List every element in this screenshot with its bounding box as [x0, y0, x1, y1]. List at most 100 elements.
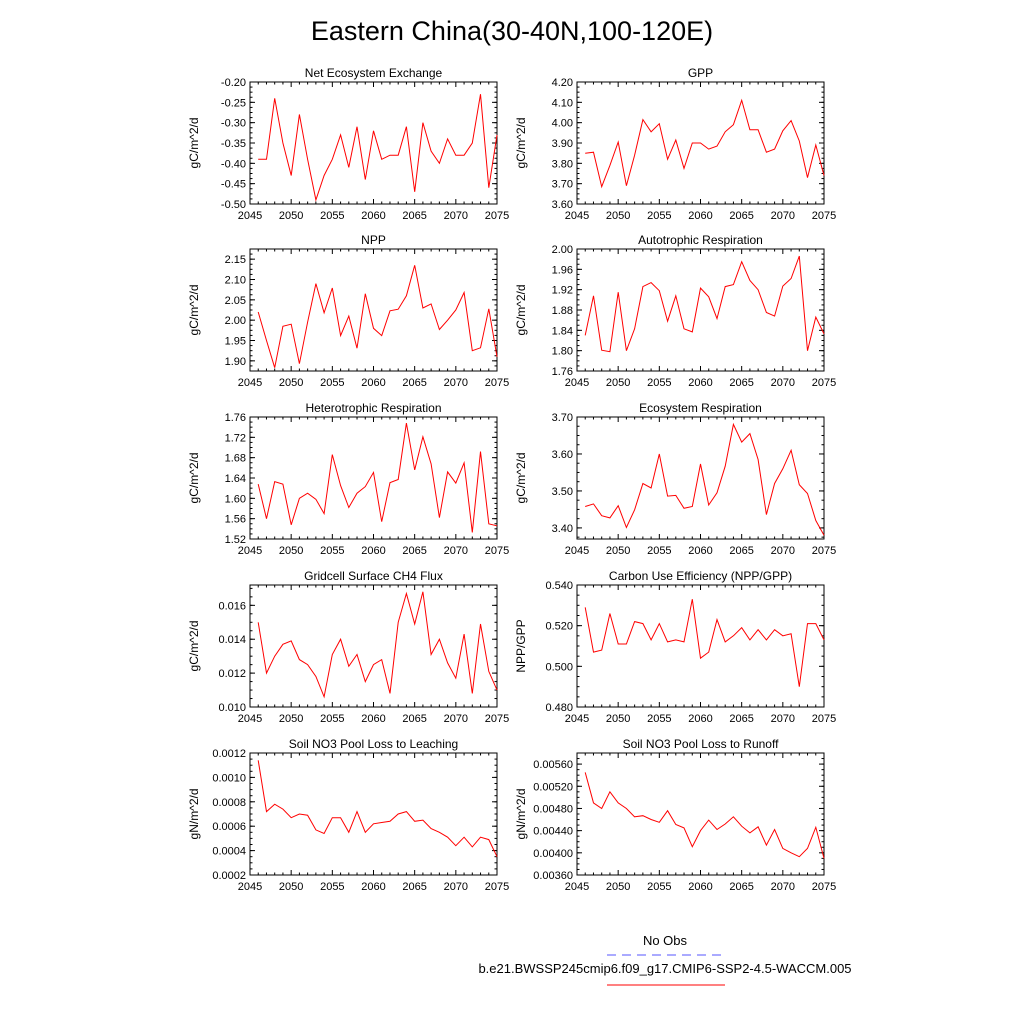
- chart-4-xtick-label: 2060: [361, 545, 385, 557]
- chart-0-ytick-label: -0.35: [221, 138, 246, 150]
- chart-7-xtick-label: 2055: [647, 713, 671, 725]
- chart-3-ytick-label: 2.00: [552, 244, 573, 256]
- chart-5-xtick-label: 2070: [771, 545, 795, 557]
- chart-4-xtick-label: 2075: [485, 545, 509, 557]
- chart-7-xtick-label: 2070: [771, 713, 795, 725]
- chart-7-ytick-label: 0.540: [545, 580, 573, 592]
- chart-2-ytick-label: 2.10: [225, 275, 246, 287]
- chart-1-ytick-label: 3.90: [552, 138, 573, 150]
- chart-5-xtick-label: 2065: [729, 545, 753, 557]
- chart-3-xtick-label: 2070: [771, 377, 795, 389]
- chart-4-ytick-label: 1.60: [225, 493, 246, 505]
- chart-8-xtick-label: 2055: [320, 881, 344, 893]
- chart-5-ytick-label: 3.70: [552, 412, 573, 424]
- chart-6-xtick-label: 2055: [320, 713, 344, 725]
- chart-3-xtick-label: 2055: [647, 377, 671, 389]
- chart-9-ytick-label: 0.00480: [533, 803, 573, 815]
- chart-2-ylabel: gC/m^2/d: [187, 285, 201, 336]
- legend: No Obs b.e21.BWSSP245cmip6.f09_g17.CMIP6…: [478, 933, 852, 986]
- chart-2-frame: [249, 248, 498, 372]
- chart-2-xtick-label: 2045: [238, 377, 262, 389]
- chart-0-xtick-label: 2055: [320, 210, 344, 222]
- chart-8-xtick-label: 2065: [402, 881, 426, 893]
- chart-7-xtick-label: 2060: [688, 713, 712, 725]
- chart-9-ytick-label: 0.00400: [533, 848, 573, 860]
- chart-9-series-line: [584, 772, 825, 859]
- chart-8-xtick-label: 2045: [238, 881, 262, 893]
- chart-1-ytick-label: 4.10: [552, 97, 573, 109]
- chart-3-ytick-label: 1.96: [552, 264, 573, 276]
- chart-8-xtick-label: 2070: [444, 881, 468, 893]
- chart-5-xtick-label: 2050: [606, 545, 630, 557]
- chart-4: Heterotrophic Respiration gC/m^2/d 1.52 1.5…: [187, 401, 509, 557]
- chart-0-xtick-label: 2065: [402, 210, 426, 222]
- chart-7-xtick-label: 2075: [812, 713, 836, 725]
- chart-1-ytick-label: 4.20: [552, 77, 573, 89]
- chart-1-ylabel: gC/m^2/d: [514, 118, 528, 169]
- chart-7-xtick-label: 2050: [606, 713, 630, 725]
- chart-0-ytick-label: -0.50: [221, 199, 246, 211]
- chart-0-xtick-label: 2070: [444, 210, 468, 222]
- chart-0-frame: [249, 81, 498, 205]
- chart-6-xtick-label: 2045: [238, 713, 262, 725]
- chart-7-ytick-label: 0.480: [545, 702, 573, 714]
- chart-5-xtick-label: 2075: [812, 545, 836, 557]
- chart-6-xtick-label: 2075: [485, 713, 509, 725]
- chart-1-xtick-label: 2070: [771, 210, 795, 222]
- chart-5-xtick-label: 2060: [688, 545, 712, 557]
- chart-4-xtick-label: 2045: [238, 545, 262, 557]
- chart-2-ytick-label: 2.05: [225, 295, 246, 307]
- chart-5: Ecosystem Respiration gC/m^2/d 3.40 3.50 3.6…: [514, 401, 836, 557]
- chart-9-xtick-label: 2050: [606, 881, 630, 893]
- chart-0-xtick-label: 2045: [238, 210, 262, 222]
- chart-1-title: GPP: [688, 66, 713, 80]
- chart-8-ytick-label: 0.0002: [212, 870, 246, 882]
- chart-6-ytick-label: 0.012: [218, 668, 246, 680]
- chart-5-title: Ecosystem Respiration: [639, 401, 762, 415]
- chart-0-ytick-label: -0.25: [221, 97, 246, 109]
- chart-8-ytick-label: 0.0010: [212, 772, 246, 784]
- chart-5-ytick-label: 3.60: [552, 449, 573, 461]
- chart-8-ytick-label: 0.0012: [212, 748, 246, 760]
- chart-7: Carbon Use Efficiency (NPP/GPP) NPP/GPP 0.…: [514, 569, 836, 725]
- chart-0-title: Net Ecosystem Exchange: [305, 66, 443, 80]
- chart-4-xtick-label: 2070: [444, 545, 468, 557]
- chart-8-ytick-label: 0.0004: [212, 846, 246, 858]
- chart-7-ytick-label: 0.500: [545, 661, 573, 673]
- chart-6-ylabel: gC/m^2/d: [187, 621, 201, 672]
- chart-3-title: Autotrophic Respiration: [638, 233, 763, 247]
- chart-7-frame: [576, 584, 825, 708]
- chart-8-ytick-label: 0.0008: [212, 797, 246, 809]
- chart-8-title: Soil NO3 Pool Loss to Leaching: [289, 737, 458, 751]
- chart-0-ylabel: gC/m^2/d: [187, 118, 201, 169]
- chart-3-ylabel: gC/m^2/d: [514, 285, 528, 336]
- chart-1-xtick-label: 2075: [812, 210, 836, 222]
- chart-6-ytick-label: 0.016: [218, 600, 246, 612]
- chart-1-ytick-label: 3.80: [552, 158, 573, 170]
- chart-6-xtick-label: 2060: [361, 713, 385, 725]
- chart-1-xtick-label: 2050: [606, 210, 630, 222]
- chart-4-series-line: [257, 423, 498, 533]
- chart-9-ytick-label: 0.00360: [533, 870, 573, 882]
- chart-5-ytick-label: 3.40: [552, 523, 573, 535]
- chart-9-frame: [576, 752, 825, 876]
- chart-8-ylabel: gN/m^2/d: [187, 789, 201, 840]
- chart-9-xtick-label: 2055: [647, 881, 671, 893]
- chart-1-xtick-label: 2060: [688, 210, 712, 222]
- chart-2-xtick-label: 2055: [320, 377, 344, 389]
- chart-6-ytick-label: 0.014: [218, 634, 246, 646]
- chart-1-xtick-label: 2045: [565, 210, 589, 222]
- chart-3-series-line: [584, 255, 825, 353]
- chart-4-xtick-label: 2065: [402, 545, 426, 557]
- legend-model-label: b.e21.BWSSP245cmip6.f09_g17.CMIP6-SSP2-4…: [478, 961, 851, 976]
- chart-4-ytick-label: 1.68: [225, 453, 246, 465]
- chart-6: Gridcell Surface CH4 Flux gC/m^2/d 0.010 0.…: [187, 569, 509, 725]
- page-title: Eastern China(30-40N,100-120E): [311, 16, 713, 46]
- chart-2-xtick-label: 2075: [485, 377, 509, 389]
- chart-0-ytick-label: -0.20: [221, 77, 246, 89]
- chart-7-title: Carbon Use Efficiency (NPP/GPP): [609, 569, 792, 583]
- chart-8-xtick-label: 2060: [361, 881, 385, 893]
- chart-6-xtick-label: 2065: [402, 713, 426, 725]
- chart-2-xtick-label: 2050: [279, 377, 303, 389]
